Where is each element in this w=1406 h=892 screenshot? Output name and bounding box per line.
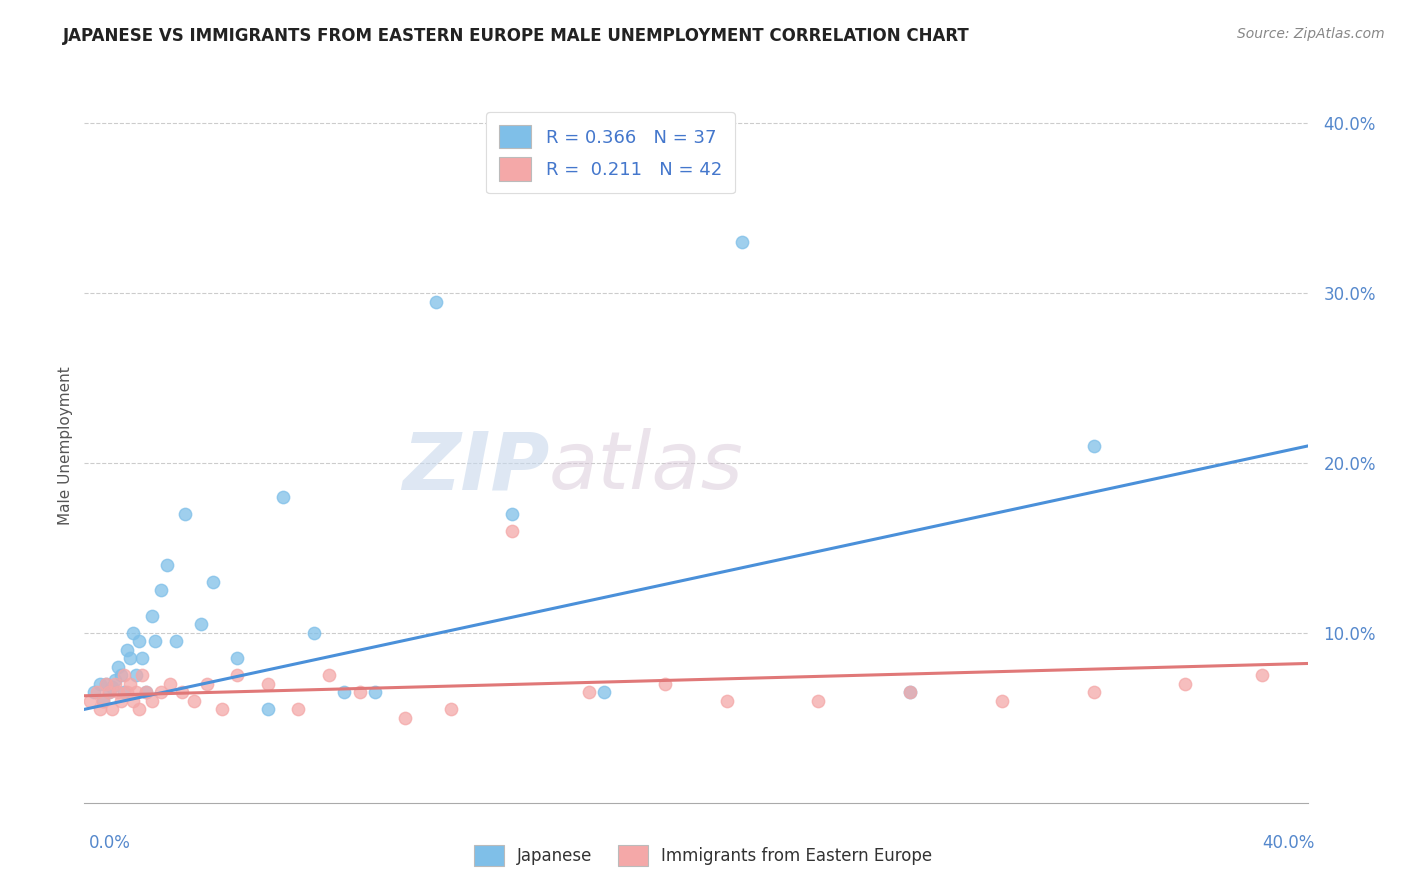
Point [125, 685, 148, 699]
Point [104, 677, 127, 691]
Point [195, 677, 218, 691]
Point [201, 574, 224, 589]
Point [349, 685, 371, 699]
Point [226, 668, 249, 682]
Point [190, 617, 212, 632]
Point [149, 583, 172, 598]
Point [120, 651, 142, 665]
Point [172, 685, 194, 699]
Point [89, 677, 111, 691]
Point [578, 685, 600, 699]
Point [101, 702, 124, 716]
Point [318, 668, 340, 682]
Point [898, 685, 921, 699]
Point [174, 507, 197, 521]
Point [94, 677, 117, 691]
Point [131, 651, 153, 665]
Point [115, 643, 138, 657]
Point [122, 694, 145, 708]
Point [1250, 668, 1272, 682]
Point [1083, 685, 1105, 699]
Text: atlas: atlas [550, 428, 744, 507]
Point [257, 677, 280, 691]
Point [502, 507, 524, 521]
Point [131, 668, 153, 682]
Point [257, 702, 280, 716]
Point [1083, 439, 1105, 453]
Point [287, 702, 309, 716]
Point [183, 694, 205, 708]
Text: ZIP: ZIP [402, 428, 550, 507]
Point [898, 685, 921, 699]
Point [135, 685, 157, 699]
Point [128, 702, 150, 716]
Point [226, 651, 249, 665]
Point [440, 702, 463, 716]
Point [91, 694, 114, 708]
Point [1174, 677, 1197, 691]
Point [159, 677, 181, 691]
Point [112, 668, 135, 682]
Point [156, 558, 179, 572]
Point [731, 235, 754, 249]
Legend: R = 0.366   N = 37, R =  0.211   N = 42: R = 0.366 N = 37, R = 0.211 N = 42 [486, 112, 734, 194]
Point [79, 694, 101, 708]
Point [94, 677, 117, 691]
Text: 0.0%: 0.0% [89, 834, 131, 852]
Point [149, 685, 172, 699]
Point [807, 694, 830, 708]
Point [271, 490, 294, 504]
Text: 40.0%: 40.0% [1263, 834, 1315, 852]
Y-axis label: Male Unemployment: Male Unemployment [58, 367, 73, 525]
Point [83, 685, 105, 699]
Point [211, 702, 233, 716]
Point [394, 711, 416, 725]
Point [107, 685, 129, 699]
Text: Source: ZipAtlas.com: Source: ZipAtlas.com [1237, 27, 1385, 41]
Point [991, 694, 1014, 708]
Point [91, 694, 114, 708]
Point [302, 626, 325, 640]
Point [101, 680, 124, 694]
Point [425, 294, 447, 309]
Point [165, 634, 187, 648]
Point [115, 685, 138, 699]
Point [89, 702, 111, 716]
Point [135, 685, 157, 699]
Point [141, 608, 163, 623]
Point [112, 685, 135, 699]
Point [716, 694, 738, 708]
Point [364, 685, 387, 699]
Point [502, 524, 524, 538]
Point [86, 685, 108, 699]
Point [104, 673, 127, 688]
Point [333, 685, 356, 699]
Point [128, 634, 150, 648]
Point [122, 626, 145, 640]
Point [593, 685, 616, 699]
Point [97, 685, 120, 699]
Point [110, 668, 132, 682]
Point [143, 634, 166, 648]
Point [654, 677, 676, 691]
Point [141, 694, 163, 708]
Legend: Japanese, Immigrants from Eastern Europe: Japanese, Immigrants from Eastern Europe [465, 837, 941, 875]
Point [97, 685, 120, 699]
Point [120, 677, 142, 691]
Point [125, 668, 148, 682]
Point [107, 660, 129, 674]
Text: JAPANESE VS IMMIGRANTS FROM EASTERN EUROPE MALE UNEMPLOYMENT CORRELATION CHART: JAPANESE VS IMMIGRANTS FROM EASTERN EURO… [63, 27, 970, 45]
Point [110, 694, 132, 708]
